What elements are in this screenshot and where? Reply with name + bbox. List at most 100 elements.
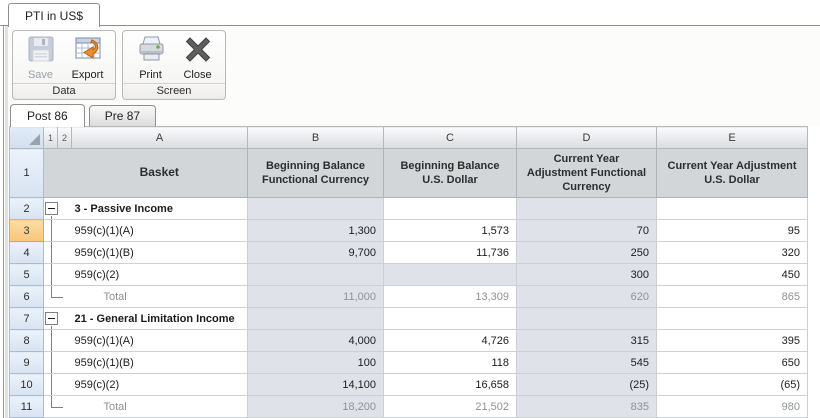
cell-d[interactable]: 620 <box>516 285 657 308</box>
cell-b[interactable]: 14,100 <box>247 373 384 396</box>
cell-b[interactable]: 9,700 <box>247 241 384 264</box>
cell-d[interactable]: 300 <box>516 263 657 286</box>
cell-c[interactable]: 1,573 <box>383 219 517 242</box>
export-button[interactable]: Export <box>64 33 111 83</box>
basket-group-label[interactable]: 3 - Passive Income <box>71 197 248 220</box>
row-number[interactable]: 1 <box>9 148 44 198</box>
outline-connector <box>51 216 52 219</box>
row-number[interactable]: 2 <box>9 197 44 220</box>
cell-c[interactable] <box>383 263 517 286</box>
cell-e[interactable]: 320 <box>656 241 808 264</box>
cell-d[interactable]: 545 <box>516 351 657 374</box>
outline-level-1-button[interactable]: 1 <box>43 126 58 149</box>
outline-connector <box>51 374 52 395</box>
outline-connector <box>51 264 52 285</box>
row-number[interactable]: 9 <box>9 351 44 374</box>
basket-cell[interactable]: 959(c)(2) <box>71 263 248 286</box>
row-number[interactable]: 5 <box>9 263 44 286</box>
row-number[interactable]: 4 <box>9 241 44 264</box>
save-button[interactable]: Save <box>17 33 64 83</box>
basket-cell[interactable]: 959(c)(2) <box>71 373 248 396</box>
row-number[interactable]: 6 <box>9 285 44 308</box>
header-basket[interactable]: Basket <box>71 148 248 198</box>
cell-e[interactable]: 980 <box>656 395 808 418</box>
cell-e[interactable]: 395 <box>656 329 808 352</box>
cell-c[interactable] <box>383 197 517 220</box>
cell-d[interactable]: 70 <box>516 219 657 242</box>
cell-c[interactable]: 16,658 <box>383 373 517 396</box>
close-button-label: Close <box>183 69 212 81</box>
cell-d[interactable] <box>516 197 657 220</box>
cell-e[interactable]: (65) <box>656 373 808 396</box>
column-header-e[interactable]: E <box>656 126 808 149</box>
outline-cell <box>43 263 72 286</box>
cell-c[interactable]: 118 <box>383 351 517 374</box>
basket-cell[interactable]: 959(c)(1)(B) <box>71 241 248 264</box>
cell-e[interactable]: 450 <box>656 263 808 286</box>
basket-group-label[interactable]: 21 - General Limitation Income <box>71 307 248 330</box>
cell-d[interactable]: 315 <box>516 329 657 352</box>
select-all-triangle-icon <box>29 134 40 145</box>
row-number[interactable]: 7 <box>9 307 44 330</box>
cell-b[interactable] <box>247 197 384 220</box>
cell-b[interactable]: 4,000 <box>247 329 384 352</box>
cell-e[interactable] <box>656 197 808 220</box>
cell-d[interactable] <box>516 307 657 330</box>
header-beginning-balance-functional[interactable]: Beginning Balance Functional Currency <box>247 148 384 198</box>
outline-connector <box>51 352 52 373</box>
toolbar: Save Export Da <box>8 26 820 100</box>
tab-post-86[interactable]: Post 86 <box>10 104 85 127</box>
cell-b[interactable]: 100 <box>247 351 384 374</box>
row-number[interactable]: 11 <box>9 395 44 418</box>
basket-cell[interactable]: 959(c)(1)(A) <box>71 219 248 242</box>
table-row: 3 959(c)(1)(A) 1,300 1,573 70 95 <box>9 219 808 242</box>
cell-b[interactable]: 1,300 <box>247 219 384 242</box>
cell-e[interactable]: 95 <box>656 219 808 242</box>
close-button[interactable]: Close <box>174 33 221 83</box>
outline-cell <box>43 307 72 330</box>
row-number-selected[interactable]: 3 <box>9 219 44 242</box>
cell-d[interactable]: (25) <box>516 373 657 396</box>
cell-b[interactable] <box>247 307 384 330</box>
column-header-b[interactable]: B <box>247 126 384 149</box>
basket-cell[interactable]: 959(c)(1)(B) <box>71 351 248 374</box>
header-current-year-adj-functional[interactable]: Current Year Adjustment Functional Curre… <box>516 148 657 198</box>
cell-c[interactable]: 11,736 <box>383 241 517 264</box>
cell-c[interactable]: 13,309 <box>383 285 517 308</box>
collapse-group-icon[interactable] <box>45 202 58 215</box>
cell-e[interactable] <box>656 307 808 330</box>
tab-pre-87[interactable]: Pre 87 <box>88 105 157 126</box>
total-label[interactable]: Total <box>71 395 248 418</box>
save-button-label: Save <box>27 69 54 81</box>
print-button[interactable]: Print <box>127 33 174 83</box>
outline-level-2-button[interactable]: 2 <box>57 126 72 149</box>
row-number[interactable]: 8 <box>9 329 44 352</box>
window-tab-pti-in-usd[interactable]: PTI in US$ <box>8 3 101 27</box>
column-header-d[interactable]: D <box>516 126 657 149</box>
print-icon <box>136 34 166 69</box>
toolbar-group-data-label: Data <box>13 83 115 99</box>
row-number[interactable]: 10 <box>9 373 44 396</box>
table-header-row: 1 Basket Beginning Balance Functional Cu… <box>9 148 808 198</box>
cell-c[interactable]: 21,502 <box>383 395 517 418</box>
header-beginning-balance-usd[interactable]: Beginning Balance U.S. Dollar <box>383 148 517 198</box>
basket-cell[interactable]: 959(c)(1)(A) <box>71 329 248 352</box>
cell-c[interactable] <box>383 307 517 330</box>
outline-connector <box>51 220 52 241</box>
header-current-year-adj-usd[interactable]: Current Year Adjustment U.S. Dollar <box>656 148 808 198</box>
outline-cell <box>43 373 72 396</box>
cell-e[interactable]: 865 <box>656 285 808 308</box>
select-all-corner[interactable] <box>9 126 44 149</box>
cell-b[interactable] <box>247 263 384 286</box>
cell-b[interactable]: 11,000 <box>247 285 384 308</box>
column-header-c[interactable]: C <box>383 126 517 149</box>
cell-b[interactable]: 18,200 <box>247 395 384 418</box>
total-label[interactable]: Total <box>71 285 248 308</box>
cell-d[interactable]: 250 <box>516 241 657 264</box>
window-tab-strip: PTI in US$ <box>0 0 820 27</box>
cell-d[interactable]: 835 <box>516 395 657 418</box>
column-header-a[interactable]: A <box>71 126 248 149</box>
cell-c[interactable]: 4,726 <box>383 329 517 352</box>
collapse-group-icon[interactable] <box>45 312 58 325</box>
cell-e[interactable]: 650 <box>656 351 808 374</box>
